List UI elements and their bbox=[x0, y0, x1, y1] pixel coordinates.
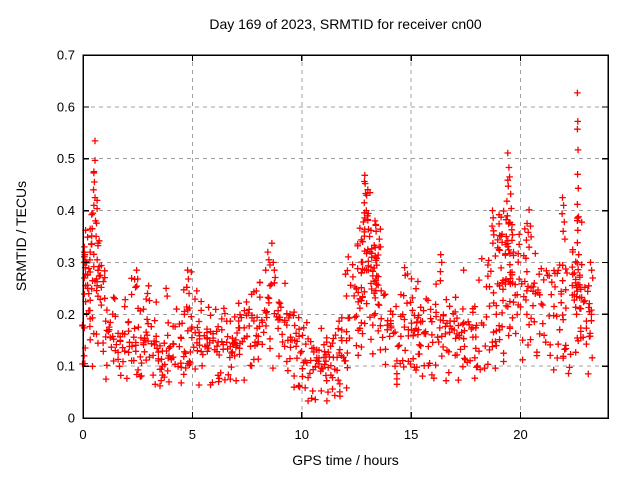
tick-marks bbox=[82, 54, 608, 419]
x-axis-label: GPS time / hours bbox=[292, 452, 399, 468]
x-tick-label: 0 bbox=[79, 427, 86, 442]
y-tick-label: 0.6 bbox=[57, 99, 75, 114]
x-tick-label: 10 bbox=[295, 427, 309, 442]
data-points bbox=[79, 89, 596, 405]
chart-title: Day 169 of 2023, SRMTID for receiver cn0… bbox=[209, 16, 482, 32]
x-tick-label: 15 bbox=[404, 427, 418, 442]
y-tick-label: 0.4 bbox=[57, 203, 75, 218]
y-tick-label: 0 bbox=[68, 411, 75, 426]
y-tick-label: 0.7 bbox=[57, 48, 75, 63]
x-tick-label: 20 bbox=[513, 427, 527, 442]
y-tick-label: 0.3 bbox=[57, 255, 75, 270]
y-tick-label: 0.5 bbox=[57, 151, 75, 166]
y-tick-label: 0.2 bbox=[57, 307, 75, 322]
plot-border bbox=[82, 54, 609, 419]
y-tick-label: 0.1 bbox=[57, 359, 75, 374]
x-tick-label: 5 bbox=[189, 427, 196, 442]
